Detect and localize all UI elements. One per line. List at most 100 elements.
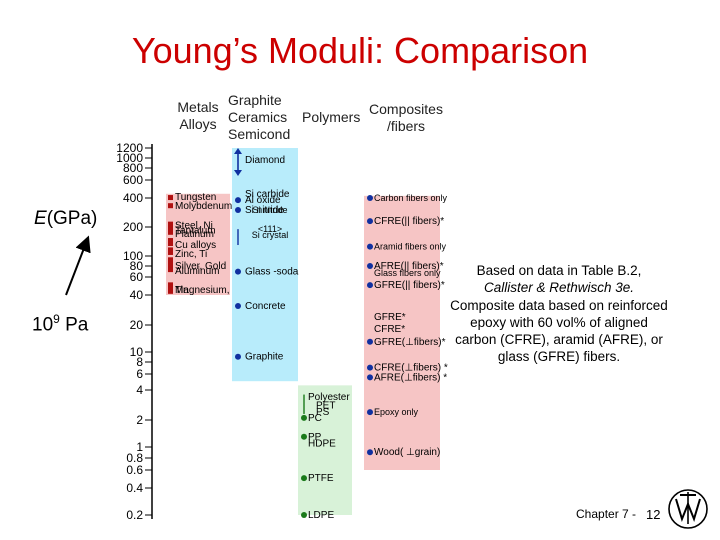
- source-note: Based on data in Table B.2, Callister & …: [450, 262, 668, 366]
- header-ceramics-line3: Semicond: [228, 126, 291, 142]
- metal-label: Aluminum: [175, 266, 219, 277]
- y-tick-label: 4: [136, 383, 143, 397]
- polymer-label: PTFE: [308, 473, 334, 484]
- metal-mark: [168, 229, 173, 235]
- metal-mark: [168, 224, 173, 232]
- composite-mark: [367, 374, 373, 381]
- page-title: Young’s Moduli: Comparison: [131, 30, 589, 71]
- polymer-mark: [301, 475, 307, 482]
- metal-label: Tin: [175, 285, 189, 296]
- composite-mark: [367, 409, 373, 416]
- band-ceramics: [232, 148, 298, 382]
- ceramic-mark: [235, 268, 241, 275]
- axis-label-gpa-unit: (GPa): [46, 208, 98, 229]
- composite-mark: [367, 195, 373, 201]
- composite-label: Wood( ⊥grain): [374, 447, 440, 458]
- header-ceramics-line1: Graphite: [228, 92, 282, 108]
- header-metals-line2: Alloys: [179, 116, 217, 132]
- composite-label: Glass fibers only: [374, 268, 441, 278]
- y-tick-label: 1000: [116, 151, 143, 165]
- y-tick-label: 80: [130, 259, 144, 273]
- metal-label: Cu alloys: [175, 240, 216, 251]
- ceramic-mark: [235, 197, 241, 204]
- composite-label: AFRE(⊥fibers) *: [374, 372, 447, 383]
- composite-mark: [367, 243, 373, 250]
- conversion-arrow: [65, 235, 91, 296]
- metal-mark: [168, 247, 173, 255]
- source-note-line1: Based on data in Table B.2,: [476, 263, 642, 278]
- y-tick-label: 0.8: [126, 451, 143, 465]
- diamond-range-arrow-up: [234, 148, 242, 154]
- ceramic-mark: [235, 353, 241, 360]
- polymer-label: PS: [316, 407, 330, 418]
- source-note-line2: Callister & Rethwisch 3e.: [483, 280, 635, 296]
- axis-label-pa: 109 Pa: [32, 312, 88, 336]
- polymer-mark: [301, 433, 307, 440]
- footer-chapter: Chapter 7 -: [576, 507, 637, 521]
- header-composites-line2: /fibers: [386, 118, 426, 134]
- polymer-label: HDPE: [308, 438, 336, 449]
- composite-label: Epoxy only: [374, 407, 419, 417]
- composite-mark: [367, 263, 373, 269]
- y-tick-label: 0.2: [126, 508, 143, 522]
- metal-label: Silver, Gold: [175, 261, 226, 272]
- ceramic-label: Si carbide: [245, 189, 290, 200]
- ceramic-label: Graphite: [245, 352, 284, 363]
- metal-mark: [168, 265, 173, 273]
- band-metals: [166, 193, 230, 295]
- composite-label: GFRE*: [374, 312, 406, 323]
- axis-label-pa-base: 10: [32, 314, 54, 336]
- metal-label: Zinc, Ti: [175, 249, 207, 260]
- polymer-label: Polyester: [308, 392, 350, 403]
- band-polymers: [298, 385, 352, 515]
- ceramic-mark: [235, 303, 241, 310]
- y-tick-label: 8: [136, 355, 143, 369]
- y-tick-label: 1200: [116, 141, 143, 155]
- y-tick-label: 600: [123, 173, 143, 187]
- y-tick-label: 400: [123, 191, 143, 205]
- metal-label: Platinum: [175, 229, 214, 240]
- header-metals: Metals Alloys: [172, 99, 224, 133]
- axis-label-e: E: [34, 208, 47, 229]
- composite-label: Aramid fibers only: [374, 242, 447, 252]
- metal-label: Tantalum: [175, 225, 216, 236]
- composite-mark: [367, 364, 373, 371]
- header-ceramics: Graphite Ceramics Semicond: [228, 92, 298, 143]
- y-tick-label: 0.6: [126, 463, 143, 477]
- polymer-label: PET: [316, 400, 335, 411]
- header-metals-line1: Metals: [177, 99, 219, 115]
- polymer-mark: [301, 414, 307, 421]
- ceramic-label: Glass -soda: [245, 267, 299, 278]
- y-tick-label: 20: [130, 318, 144, 332]
- y-tick-label: 2: [136, 413, 143, 427]
- y-tick-label: 800: [123, 161, 143, 175]
- ceramic-label: Si crystal: [252, 230, 289, 240]
- composite-label: AFRE(|| fibers)*: [374, 261, 444, 272]
- composite-label: GFRE(⊥fibers)*: [374, 337, 446, 348]
- y-tick-label: 0.4: [126, 481, 143, 495]
- band-composites: [364, 195, 440, 470]
- diamond-range-arrow-down: [234, 170, 242, 176]
- ceramic-label: <111>: [258, 224, 282, 234]
- metal-label: Tungsten: [175, 192, 216, 203]
- logo-icon: [668, 489, 708, 529]
- source-note-line3: Composite data based on reinforced epoxy…: [450, 297, 668, 365]
- metal-label: Steel, Ni: [175, 221, 213, 232]
- ceramic-mark: [235, 207, 241, 214]
- header-composites: Composites /fibers: [364, 101, 448, 135]
- axis-label-gpa: E(GPa): [34, 208, 97, 230]
- ceramic-label: Al oxide: [245, 195, 281, 206]
- polymer-label: PP: [308, 432, 322, 443]
- y-tick-label: 60: [130, 270, 144, 284]
- y-tick-label: 40: [130, 288, 144, 302]
- y-tick-label: 200: [123, 220, 143, 234]
- page-number: 12: [646, 507, 661, 522]
- composite-label: CFRE(|| fibers)*: [374, 216, 444, 227]
- composite-mark: [367, 449, 373, 456]
- axis-label-pa-exp: 9: [53, 312, 60, 326]
- y-tick-label: 6: [136, 367, 143, 381]
- metal-mark: [168, 238, 173, 247]
- metal-mark: [168, 285, 173, 294]
- polymer-label: PC: [308, 413, 322, 424]
- header-polymers: Polymers: [302, 109, 361, 125]
